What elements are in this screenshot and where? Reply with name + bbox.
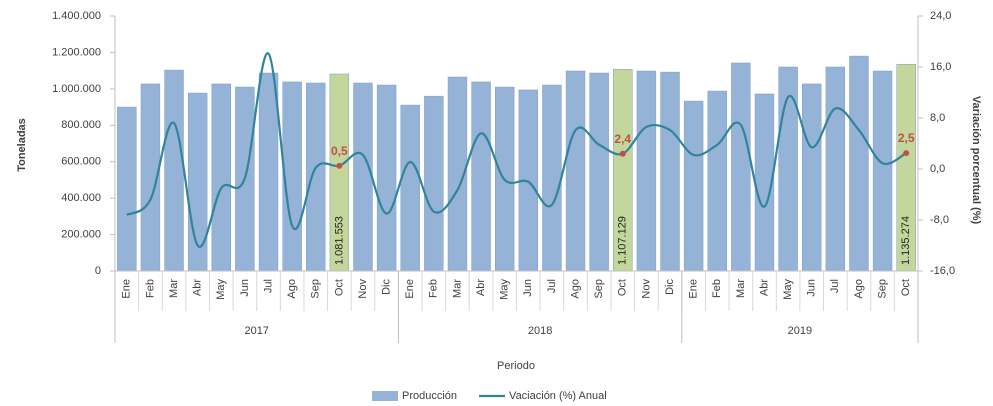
bar [376,84,397,272]
line [126,52,907,248]
line-data-label: 2,4 [614,132,631,146]
bar [731,62,751,272]
line-marker [619,150,626,157]
x-tick-label: Sep [876,279,888,299]
bar [400,104,420,272]
group-label: 2019 [788,325,812,337]
line-marker [336,162,343,169]
x-tick-label: Dic [381,279,393,295]
x-tick-label: Sep [310,279,322,299]
y2-tick-label: 24,0 [930,10,951,22]
x-tick-label: Mar [735,279,747,298]
x-tick-label: Jun [239,279,251,297]
bar [164,69,184,272]
x-tick-label: Feb [428,279,440,298]
bar [636,70,657,272]
bar [872,70,893,272]
y2-axis-title: Variación porcentual (%) [970,96,982,225]
line-data-label: 0,5 [331,144,348,158]
bar [471,81,491,272]
x-tick-label: May [215,279,227,300]
x-tick-label: Jun [806,279,818,297]
group-label: 2018 [528,325,552,337]
group-label: 2017 [244,325,268,337]
line-data-label: 2,5 [898,131,915,145]
x-tick-label: Nov [640,279,652,299]
bar [849,55,869,272]
x-axis-title: Periodo [497,360,535,372]
bar [707,90,727,272]
x-tick-label: Mar [451,279,463,298]
x-tick-label: Ene [404,279,416,299]
bar-data-label: 1.081.553 [333,216,345,265]
legend-swatch [372,391,398,401]
bar [660,71,680,272]
x-tick-label: Oct [900,279,912,296]
x-tick-label: Feb [144,279,156,298]
y2-tick-label: 16,0 [930,61,951,73]
x-tick-label: Jun [522,279,534,297]
x-tick-label: May [782,279,794,300]
y2-tick-label: -16,0 [930,265,955,277]
x-tick-label: Jul [829,279,841,293]
x-tick-label: Oct [617,279,629,296]
bar [258,72,279,272]
bar [542,84,562,272]
x-tick-label: Feb [711,279,723,298]
bar [117,106,137,272]
legend-label: Vaciación (%) Anual [509,390,607,402]
y-tick-label: 200.000 [61,228,101,240]
x-tick-label: Jul [262,279,274,293]
x-tick-label: Mar [168,279,180,298]
x-tick-label: Abr [475,279,487,296]
bar [565,70,586,272]
y-tick-label: 600.000 [61,156,101,168]
x-tick-label: Ago [569,279,581,299]
x-tick-label: Nov [357,279,369,299]
bar [589,72,609,272]
x-tick-label: Sep [593,279,605,299]
y-axis-title: Toneladas [16,118,28,172]
x-tick-label: Ago [853,279,865,299]
line-marker [903,150,910,157]
bar-data-label: 1.135.274 [900,216,912,265]
bar-data-label: 1.107.129 [617,216,629,265]
legend-label: Producción [402,390,457,402]
y-tick-label: 1.000.000 [52,83,101,95]
bar [306,82,326,272]
x-tick-label: Ene [121,279,133,299]
y2-tick-label: -8,0 [930,214,949,226]
bar [353,82,373,272]
x-tick-label: Jul [546,279,558,293]
bar [211,83,231,272]
bar [683,100,704,272]
y2-tick-label: 0,0 [930,163,945,175]
bar [825,66,846,272]
y-tick-label: 1.200.000 [52,46,101,58]
y2-tick-label: 8,0 [930,112,945,124]
y-tick-label: 0 [95,265,101,277]
y-tick-label: 800.000 [61,119,101,131]
y-tick-label: 1.400.000 [52,10,101,22]
x-tick-label: Ene [688,279,700,299]
bar [424,95,444,272]
x-tick-label: May [499,279,511,300]
x-tick-label: Oct [333,279,345,296]
y-tick-label: 400.000 [61,192,101,204]
bar [802,83,822,272]
x-tick-label: Ago [286,279,298,299]
x-tick-label: Abr [758,279,770,296]
x-tick-label: Dic [664,279,676,295]
x-tick-label: Abr [192,279,204,296]
